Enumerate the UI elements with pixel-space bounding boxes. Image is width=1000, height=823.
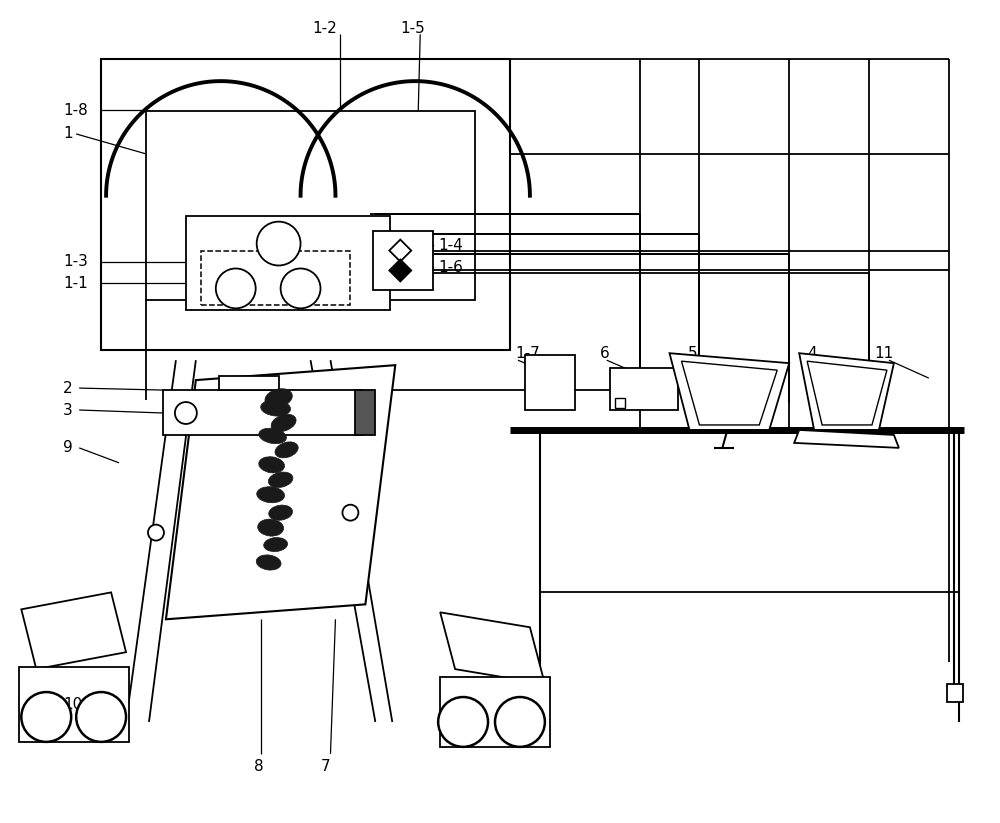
Bar — [219, 376, 279, 390]
Ellipse shape — [265, 388, 292, 407]
Polygon shape — [807, 361, 887, 425]
Circle shape — [342, 504, 358, 521]
Circle shape — [216, 268, 256, 309]
Text: 8: 8 — [254, 760, 263, 774]
Ellipse shape — [259, 428, 286, 444]
Polygon shape — [681, 361, 777, 425]
Text: 4: 4 — [807, 346, 817, 360]
Bar — [373, 230, 433, 291]
Text: 1-2: 1-2 — [313, 21, 337, 35]
Text: 1: 1 — [63, 127, 73, 142]
Circle shape — [175, 402, 197, 424]
Circle shape — [438, 697, 488, 746]
Bar — [19, 667, 129, 742]
Ellipse shape — [268, 472, 293, 487]
Ellipse shape — [259, 457, 285, 473]
Polygon shape — [794, 430, 899, 448]
Bar — [610, 368, 678, 410]
Text: 1-4: 1-4 — [438, 238, 463, 253]
Polygon shape — [389, 239, 411, 262]
Text: 10: 10 — [63, 696, 82, 712]
Text: 9: 9 — [63, 440, 73, 455]
Ellipse shape — [256, 555, 281, 570]
Text: 1-5: 1-5 — [400, 21, 425, 35]
Text: 11: 11 — [874, 346, 893, 360]
Bar — [146, 111, 475, 300]
Bar — [101, 59, 510, 351]
Bar — [355, 390, 375, 435]
Bar — [440, 677, 550, 746]
Text: 1-8: 1-8 — [63, 103, 88, 118]
Circle shape — [281, 268, 321, 309]
Bar — [163, 390, 362, 435]
Text: 1-1: 1-1 — [63, 276, 88, 291]
Bar — [201, 250, 350, 305]
Text: 7: 7 — [320, 760, 330, 774]
Text: 1-3: 1-3 — [63, 254, 88, 269]
Ellipse shape — [264, 537, 288, 551]
Bar — [525, 356, 575, 410]
Circle shape — [21, 692, 71, 742]
Polygon shape — [166, 365, 395, 619]
Polygon shape — [389, 259, 411, 281]
Polygon shape — [670, 353, 789, 430]
Polygon shape — [440, 612, 545, 684]
Circle shape — [495, 697, 545, 746]
Ellipse shape — [271, 414, 296, 432]
Bar — [947, 684, 963, 702]
Ellipse shape — [258, 519, 284, 536]
Text: 3: 3 — [63, 402, 73, 417]
Bar — [186, 216, 390, 310]
Circle shape — [148, 524, 164, 541]
Polygon shape — [799, 353, 894, 430]
Polygon shape — [21, 593, 126, 669]
Ellipse shape — [261, 400, 291, 416]
Text: 6: 6 — [600, 346, 609, 360]
Circle shape — [257, 221, 301, 266]
Text: 5: 5 — [687, 346, 697, 360]
Ellipse shape — [257, 486, 285, 503]
Ellipse shape — [275, 442, 298, 458]
Text: 1-7: 1-7 — [515, 346, 540, 360]
Circle shape — [76, 692, 126, 742]
Bar — [615, 398, 625, 408]
Text: 1-6: 1-6 — [438, 260, 463, 275]
Ellipse shape — [269, 505, 293, 520]
Text: 2: 2 — [63, 380, 73, 396]
